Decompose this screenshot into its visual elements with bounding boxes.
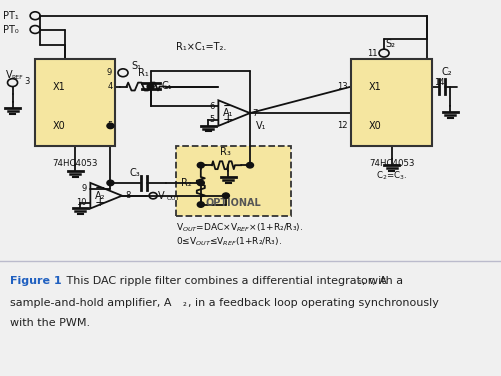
Text: OUT: OUT bbox=[166, 196, 179, 200]
Text: R₁: R₁ bbox=[137, 68, 148, 78]
Circle shape bbox=[246, 162, 253, 168]
Text: −: − bbox=[222, 100, 232, 113]
Circle shape bbox=[222, 193, 229, 199]
Text: , with a: , with a bbox=[361, 276, 402, 286]
Text: with the PWM.: with the PWM. bbox=[10, 318, 90, 328]
Text: V: V bbox=[158, 191, 164, 201]
Text: 0≤V$_{OUT}$≤V$_{REF}$(1+R₂/R₃).: 0≤V$_{OUT}$≤V$_{REF}$(1+R₂/R₃). bbox=[175, 236, 281, 248]
Circle shape bbox=[197, 180, 204, 186]
Text: ₂: ₂ bbox=[183, 298, 186, 308]
Text: 9: 9 bbox=[81, 184, 86, 193]
Text: 14: 14 bbox=[433, 77, 444, 86]
Circle shape bbox=[147, 84, 154, 89]
Text: V: V bbox=[6, 70, 13, 80]
Text: R₁×C₁=T₂.: R₁×C₁=T₂. bbox=[175, 42, 225, 52]
FancyBboxPatch shape bbox=[351, 59, 431, 146]
Text: R₂: R₂ bbox=[181, 178, 191, 188]
Text: REF: REF bbox=[12, 75, 23, 80]
Text: S₂: S₂ bbox=[385, 39, 395, 49]
Text: 13: 13 bbox=[336, 82, 347, 91]
Text: 4: 4 bbox=[108, 82, 113, 91]
Circle shape bbox=[107, 180, 114, 186]
Text: V$_{OUT}$=DAC×V$_{REF}$×(1+R₂/R₃).: V$_{OUT}$=DAC×V$_{REF}$×(1+R₂/R₃). bbox=[175, 222, 302, 234]
Text: This DAC ripple filter combines a differential integrator, A: This DAC ripple filter combines a differ… bbox=[63, 276, 386, 286]
Text: +: + bbox=[94, 196, 105, 209]
Text: 5: 5 bbox=[209, 115, 214, 124]
Text: X1: X1 bbox=[368, 82, 381, 91]
Text: PT₀: PT₀ bbox=[3, 24, 18, 35]
Text: 3: 3 bbox=[25, 77, 30, 86]
Text: C$_2$=C$_3$.: C$_2$=C$_3$. bbox=[375, 170, 406, 182]
Text: 5: 5 bbox=[108, 121, 113, 130]
Text: 11: 11 bbox=[366, 49, 377, 58]
Text: R₃: R₃ bbox=[220, 147, 231, 156]
Text: PT₁: PT₁ bbox=[3, 11, 18, 21]
Text: 10: 10 bbox=[76, 198, 86, 207]
Text: A₂: A₂ bbox=[95, 191, 105, 201]
Text: Figure 1: Figure 1 bbox=[10, 276, 62, 286]
Text: 74HC4053: 74HC4053 bbox=[53, 159, 98, 168]
FancyBboxPatch shape bbox=[175, 146, 291, 216]
Text: +: + bbox=[222, 114, 232, 126]
Text: V₁: V₁ bbox=[256, 121, 266, 131]
Text: X0: X0 bbox=[368, 121, 381, 131]
FancyBboxPatch shape bbox=[35, 59, 115, 146]
Text: 6: 6 bbox=[208, 102, 214, 111]
Text: A₁: A₁ bbox=[223, 108, 233, 118]
Text: C₃: C₃ bbox=[130, 168, 140, 178]
Text: OPTIONAL: OPTIONAL bbox=[205, 199, 261, 208]
Circle shape bbox=[197, 202, 204, 207]
Text: −: − bbox=[94, 182, 105, 195]
Text: , in a feedback loop operating synchronously: , in a feedback loop operating synchrono… bbox=[188, 298, 438, 308]
Text: 8: 8 bbox=[125, 191, 131, 200]
Text: 7: 7 bbox=[252, 109, 258, 118]
Text: sample-and-hold amplifier, A: sample-and-hold amplifier, A bbox=[10, 298, 171, 308]
Text: 9: 9 bbox=[106, 68, 111, 77]
Text: S₁: S₁ bbox=[131, 61, 141, 71]
Text: C₁: C₁ bbox=[161, 80, 172, 91]
Text: X0: X0 bbox=[53, 121, 65, 131]
Text: 74HC4053: 74HC4053 bbox=[368, 159, 413, 168]
Text: C₂: C₂ bbox=[440, 67, 451, 77]
Circle shape bbox=[197, 162, 204, 168]
Text: ₁: ₁ bbox=[356, 276, 360, 286]
Text: 12: 12 bbox=[336, 121, 347, 130]
Text: X1: X1 bbox=[53, 82, 65, 91]
Circle shape bbox=[107, 123, 114, 129]
